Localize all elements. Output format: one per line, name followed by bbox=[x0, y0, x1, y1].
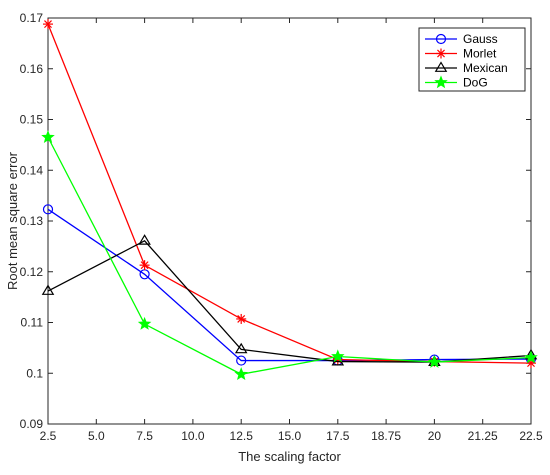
data-point-mexican bbox=[138, 234, 151, 245]
legend-marker bbox=[436, 48, 446, 59]
x-tick-label: 22.5 bbox=[519, 429, 543, 443]
x-tick-label: 7.5 bbox=[136, 429, 153, 443]
data-point-morlet bbox=[236, 313, 247, 324]
data-point-dog bbox=[234, 367, 248, 381]
x-tick-label: 5.0 bbox=[88, 429, 105, 443]
x-tick-label: 2.5 bbox=[40, 429, 57, 443]
data-point-dog bbox=[427, 354, 442, 368]
x-tick-label: 15.0 bbox=[278, 429, 302, 443]
y-tick-label: 0.16 bbox=[20, 62, 44, 76]
y-axis-ticks: 0.09 0.1 0.11 0.12 0.13 0.14 0.15 0.16 0.17 bbox=[20, 11, 531, 431]
legend-item-gauss: Gauss bbox=[425, 32, 498, 46]
y-tick-label: 0.11 bbox=[21, 316, 44, 330]
series-layer bbox=[41, 19, 538, 381]
legend-item-dog: DoG bbox=[425, 75, 488, 90]
x-axis-label: The scaling factor bbox=[238, 449, 341, 464]
legend-marker bbox=[435, 33, 447, 45]
y-tick-label: 0.09 bbox=[20, 417, 44, 431]
data-point-morlet bbox=[139, 260, 150, 271]
data-point-morlet bbox=[43, 19, 53, 30]
y-tick-label: 0.13 bbox=[20, 214, 44, 228]
y-tick-label: 0.17 bbox=[20, 11, 44, 25]
data-point-dog bbox=[41, 130, 55, 144]
legend-label: DoG bbox=[463, 76, 488, 90]
y-tick-label: 0.14 bbox=[20, 163, 44, 177]
x-tick-label: 10.0 bbox=[181, 429, 205, 443]
legend-item-mexican: Mexican bbox=[425, 61, 508, 75]
data-point-gauss bbox=[236, 355, 247, 366]
y-tick-label: 0.1 bbox=[26, 366, 43, 380]
data-point-gauss bbox=[42, 204, 54, 215]
series-line-dog bbox=[47, 136, 532, 375]
legend-item-morlet: Morlet bbox=[425, 47, 497, 61]
legend-label: Gauss bbox=[463, 32, 498, 46]
series-line-gauss bbox=[47, 208, 532, 362]
legend-label: Mexican bbox=[463, 61, 508, 75]
y-axis-label: Root mean square error bbox=[5, 151, 20, 290]
data-point-dog bbox=[524, 350, 538, 364]
y-tick-label: 0.12 bbox=[20, 265, 44, 279]
x-tick-label: 18.75 bbox=[371, 429, 401, 443]
y-tick-label: 0.15 bbox=[20, 113, 44, 127]
legend-marker bbox=[434, 61, 448, 72]
legend-marker bbox=[434, 75, 448, 89]
x-tick-label: 20 bbox=[428, 429, 442, 443]
x-axis-ticks: 2.5 5.0 7.5 10.0 12.5 15.0 17.5 18.75 20 21.25 22.… bbox=[40, 18, 543, 443]
data-point-dog bbox=[331, 349, 345, 363]
x-tick-label: 21.25 bbox=[468, 429, 498, 443]
data-point-dog bbox=[137, 316, 152, 330]
legend-label: Morlet bbox=[463, 47, 497, 61]
x-tick-label: 12.5 bbox=[230, 429, 254, 443]
x-tick-label: 17.5 bbox=[326, 429, 350, 443]
series-dog bbox=[41, 130, 538, 381]
data-point-mexican bbox=[41, 284, 55, 295]
data-point-mexican bbox=[234, 342, 248, 354]
